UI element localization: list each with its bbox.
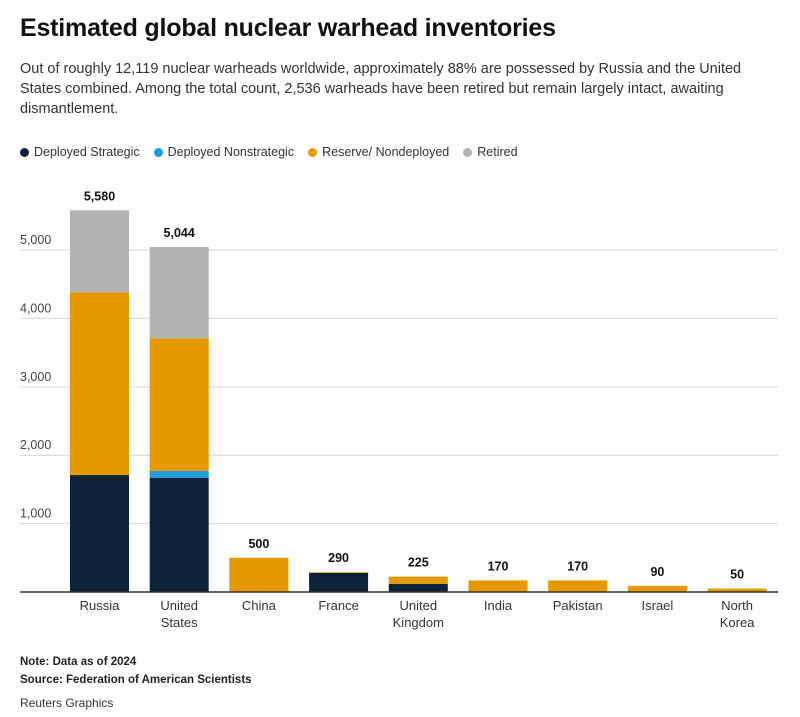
x-tick-label: Israel (642, 598, 674, 613)
bar-segment (388, 576, 448, 584)
x-tick-label: Pakistan (553, 598, 603, 613)
legend-item-reserve: Reserve/ Nondeployed (308, 145, 449, 159)
chart-title: Estimated global nuclear warhead invento… (20, 14, 556, 42)
bar-segment (149, 477, 209, 592)
stacked-bar-chart: 1,000 2,000 3,000 4,000 5,000 5,580 Russia 5,04… (20, 189, 778, 630)
bar-total-label: 90 (650, 565, 664, 579)
bar-segment (309, 572, 369, 573)
bar-total-label: 500 (248, 537, 269, 551)
bar-segment (229, 557, 289, 592)
legend-label: Retired (477, 145, 518, 159)
chart-legend: Deployed Strategic Deployed Nonstrategic… (20, 145, 532, 159)
bar-segment (309, 572, 369, 592)
bar-total-label: 290 (328, 551, 349, 565)
y-tick-label: 2,000 (20, 438, 51, 452)
legend-item-deployed-nonstrategic: Deployed Nonstrategic (153, 145, 295, 159)
legend-swatch-retired (463, 147, 473, 157)
bar-segment (548, 580, 608, 592)
chart-source: Source: Federation of American Scientist… (20, 674, 252, 686)
bar-segment (149, 470, 209, 478)
x-tick-label: India (484, 598, 513, 613)
x-tick-label: United (160, 598, 198, 613)
x-tick-label: Korea (720, 615, 755, 630)
x-tick-label: Kingdom (393, 615, 444, 630)
bar-segment (388, 583, 448, 592)
bar-total-label: 50 (730, 568, 744, 582)
legend-swatch-deployed-nonstrategic (153, 147, 163, 157)
bar-segment (149, 247, 209, 339)
bar-total-label: 170 (567, 559, 588, 573)
chart-note: Note: Data as of 2024 (20, 656, 137, 668)
legend-swatch-reserve (308, 147, 318, 157)
bar-segment (627, 585, 687, 592)
bar-total-label: 5,044 (164, 226, 195, 240)
bar-total-label: 225 (408, 556, 429, 570)
chart-subtitle: Out of roughly 12,119 nuclear warheads w… (20, 61, 742, 117)
y-tick-label: 5,000 (20, 233, 51, 247)
bar-segment (70, 475, 129, 592)
y-tick-label: 3,000 (20, 370, 51, 384)
x-tick-label: France (318, 598, 358, 613)
chart-credit: Reuters Graphics (20, 696, 114, 710)
legend-label: Reserve/ Nondeployed (322, 145, 450, 159)
x-tick-label: China (242, 598, 277, 613)
x-tick-label: United (400, 598, 438, 613)
legend-label: Deployed Strategic (34, 145, 140, 159)
legend-item-retired: Retired (463, 145, 518, 159)
legend-swatch-deployed-strategic (20, 147, 29, 157)
bar-segment (707, 588, 767, 592)
bar-segment (70, 210, 129, 293)
legend-label: Deployed Nonstrategic (167, 145, 295, 159)
x-tick-label: Russia (80, 598, 121, 613)
bar-total-label: 170 (488, 559, 509, 573)
bar-segment (70, 292, 129, 476)
legend-item-deployed-strategic: Deployed Strategic (20, 145, 140, 159)
x-tick-label: States (161, 615, 198, 630)
bar-total-label: 5,580 (84, 189, 115, 203)
x-tick-label: North (721, 598, 753, 613)
y-tick-label: 4,000 (20, 301, 51, 315)
bar-segment (149, 338, 209, 471)
y-tick-label: 1,000 (20, 507, 51, 521)
bar-segment (468, 580, 528, 592)
